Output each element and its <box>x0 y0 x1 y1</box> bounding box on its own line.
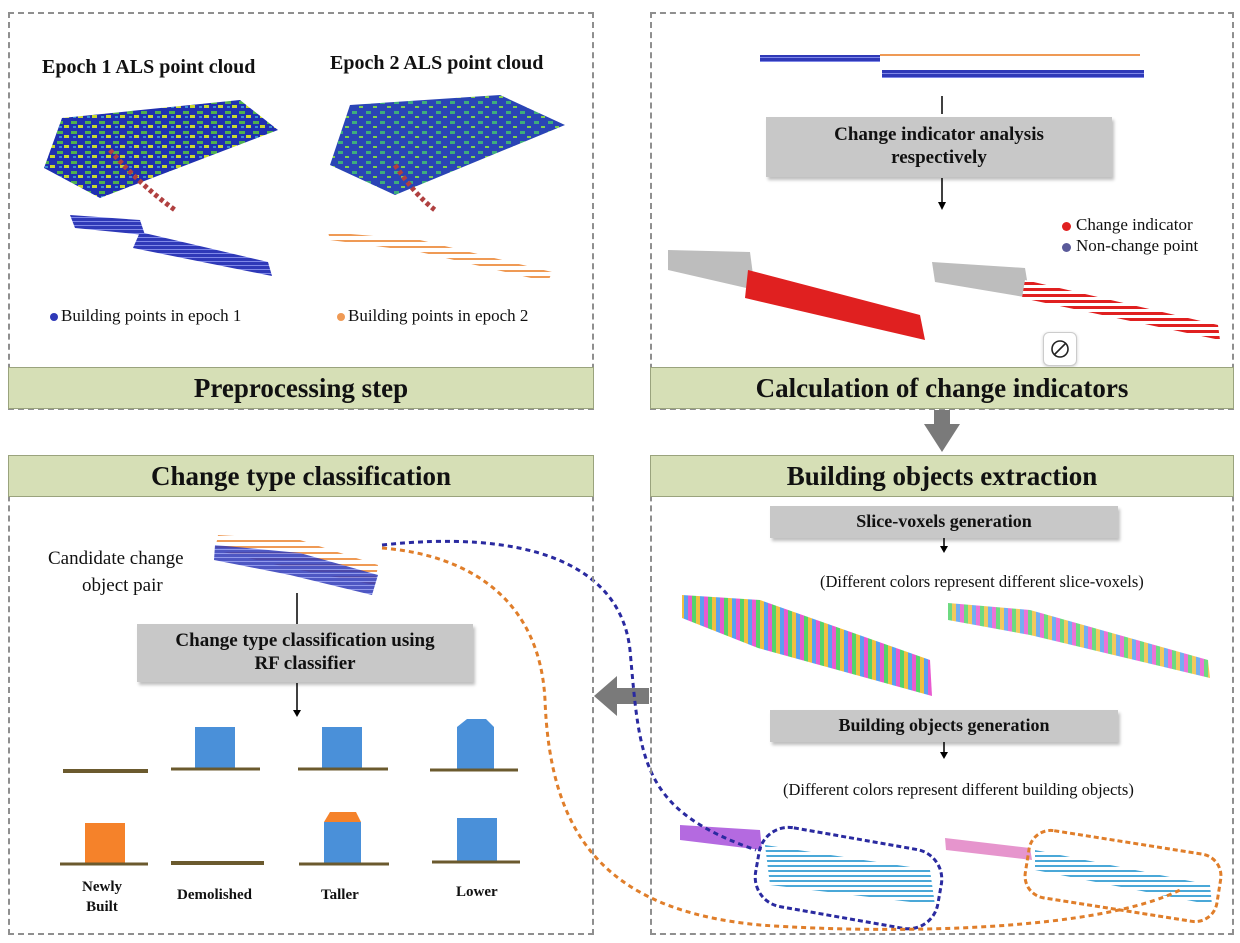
legend-epoch2-label: Building points in epoch 2 <box>348 306 529 325</box>
candidate-pair-cloud <box>214 535 378 595</box>
label-newly-line2: Built <box>86 899 118 916</box>
label-newly-line1: Newly <box>82 879 122 895</box>
epoch1-building-cloud <box>70 215 272 276</box>
non-change-dot-icon <box>1062 242 1071 252</box>
building-extraction-banner: Building objects extraction <box>650 455 1234 497</box>
epoch1-dot-icon <box>50 313 58 322</box>
change-analysis-line1: Change indicator analysis <box>834 124 1044 146</box>
epoch2-building-cloud <box>328 232 552 282</box>
change-analysis-box: Change indicator analysis respectively <box>766 117 1112 177</box>
epoch2-title: Epoch 2 ALS point cloud <box>330 52 544 74</box>
change-type-glyphs <box>60 719 520 866</box>
rf-classification-box: Change type classification using RF clas… <box>137 624 473 682</box>
candidate-label-line1: Candidate change <box>48 548 184 569</box>
label-newly-built: Newly Built <box>82 877 122 918</box>
change-indicator-dot-icon <box>1062 221 1071 231</box>
legend-epoch1-label: Building points in epoch 1 <box>61 306 242 325</box>
no-entry-button[interactable] <box>1043 332 1077 366</box>
legend-change-indicator: Change indicator <box>1062 215 1193 235</box>
building-objects-box: Building objects generation <box>770 710 1118 742</box>
building-objects-note: (Different colors represent different bu… <box>783 780 1134 799</box>
orange-link-curve <box>381 546 1181 931</box>
change-indicator-cloud-1 <box>668 250 925 340</box>
legend-change-label: Change indicator <box>1076 215 1193 234</box>
candidate-label-line2: object pair <box>82 575 163 596</box>
epoch1-point-cloud <box>44 100 278 213</box>
legend-non-change: Non-change point <box>1062 236 1198 256</box>
rf-box-line1: Change type classification using <box>175 630 435 652</box>
change-indicators-banner: Calculation of change indicators <box>650 367 1234 409</box>
epoch1-title: Epoch 1 ALS point cloud <box>42 56 256 78</box>
label-lower: Lower <box>456 884 498 900</box>
preprocessing-panel <box>8 12 594 410</box>
legend-epoch1: Building points in epoch 1 <box>50 306 241 326</box>
change-indicator-cloud-2 <box>932 262 1220 340</box>
change-analysis-line2: respectively <box>891 147 987 168</box>
pair-strip <box>760 53 1144 78</box>
slice-voxels-box: Slice-voxels generation <box>770 506 1118 538</box>
label-demolished: Demolished <box>177 887 252 903</box>
epoch2-dot-icon <box>337 313 345 322</box>
classification-banner: Change type classification <box>8 455 594 497</box>
slice-voxels-note: (Different colors represent different sl… <box>820 572 1144 591</box>
slice-voxel-cloud-1 <box>682 595 932 696</box>
slice-voxel-cloud-2 <box>948 603 1210 678</box>
rf-box-line2: RF classifier <box>254 653 356 674</box>
legend-nonchange-label: Non-change point <box>1076 236 1199 255</box>
arrow-left-big <box>594 676 649 716</box>
label-taller: Taller <box>321 887 359 903</box>
classification-panel <box>8 455 594 935</box>
change-indicators-panel <box>650 12 1234 410</box>
blue-link-curve <box>381 539 757 852</box>
legend-epoch2: Building points in epoch 2 <box>337 306 528 326</box>
no-entry-icon <box>1051 340 1069 358</box>
arrow-down-big <box>924 410 960 452</box>
preprocessing-banner: Preprocessing step <box>8 367 594 409</box>
epoch2-point-cloud <box>330 95 565 212</box>
building-object-cloud-2 <box>945 828 1223 924</box>
